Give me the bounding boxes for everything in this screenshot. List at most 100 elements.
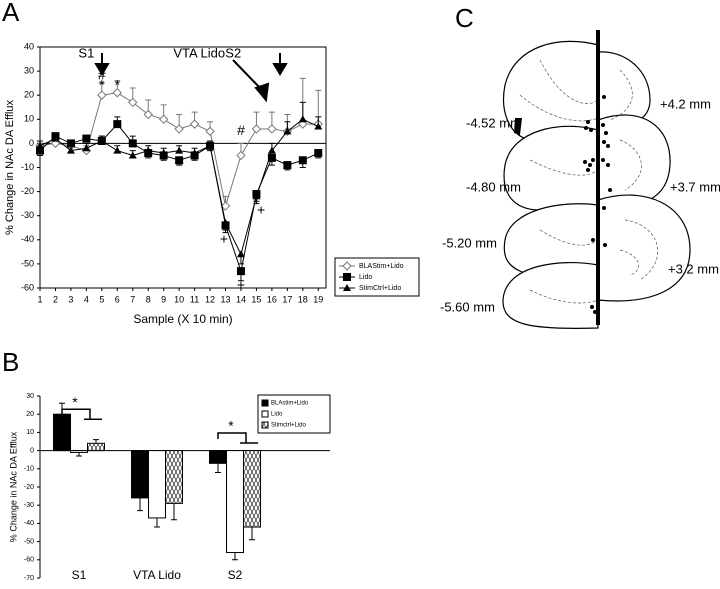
marker — [283, 127, 292, 135]
legend-label: StimCtrl+Lido — [359, 285, 401, 292]
marker — [128, 97, 138, 108]
y-tick-label: 10 — [26, 429, 34, 436]
bracket — [217, 432, 258, 444]
marker — [267, 124, 277, 134]
section-label: -5.60 mm — [440, 299, 495, 314]
marker — [343, 284, 351, 291]
marker — [205, 126, 215, 137]
marker — [128, 151, 137, 159]
y-tick-label: -20 — [24, 484, 34, 491]
marker — [251, 124, 262, 134]
marker — [314, 122, 323, 130]
section-label: +3.7 mm — [670, 179, 720, 194]
y-tick-label: -60 — [24, 557, 34, 564]
x-tick-label: 4 — [84, 294, 89, 304]
y-tick-label: 40 — [24, 41, 34, 51]
x-tick-label: 7 — [130, 294, 135, 304]
marker — [175, 146, 184, 154]
annotation: # — [98, 67, 106, 83]
x-tick-label: 13 — [221, 294, 231, 304]
legend-label: Stimctrl+Lido — [271, 423, 307, 429]
x-axis-label: Sample (X 10 min) — [133, 312, 232, 326]
x-tick-label: 15 — [251, 294, 261, 304]
y-tick-label: -30 — [21, 210, 34, 220]
marker — [82, 144, 91, 152]
marker — [190, 149, 199, 157]
error-bar — [154, 517, 160, 528]
annotation: * — [115, 76, 121, 92]
y-tick-label: -50 — [21, 258, 34, 268]
marker — [236, 267, 245, 276]
legend-label: Lido — [271, 412, 283, 418]
bar — [243, 450, 261, 528]
x-tick-label: 14 — [236, 294, 246, 304]
error-bar — [171, 503, 177, 521]
error-bar — [249, 527, 255, 541]
legend-label: BLAstim+Lido — [271, 401, 309, 407]
annotation: * — [99, 76, 105, 92]
legend-label: BLAStim+Lido — [359, 263, 404, 270]
annotation: S1 — [78, 46, 94, 61]
marker — [158, 114, 169, 125]
y-tick-label: 20 — [26, 411, 34, 418]
error-bar — [76, 452, 82, 457]
error-bar — [232, 552, 238, 561]
marker — [221, 218, 230, 226]
error-bar — [137, 497, 143, 512]
y-tick-label: 30 — [26, 393, 34, 400]
error-bar — [215, 463, 221, 473]
y-tick-label: 30 — [24, 65, 34, 75]
marker — [175, 156, 184, 165]
annotation: + — [237, 276, 245, 292]
error-bar — [93, 439, 99, 444]
legend-swatch — [261, 399, 269, 407]
annotation: VTA Lido — [173, 46, 225, 61]
bar — [87, 442, 105, 452]
marker — [343, 273, 351, 281]
marker — [112, 88, 123, 98]
marker — [36, 146, 44, 155]
marker — [267, 153, 276, 162]
marker — [206, 141, 215, 149]
marker — [66, 146, 75, 154]
bracket — [61, 408, 102, 421]
y-tick-label: -50 — [24, 538, 34, 545]
annotation: S2 — [225, 46, 241, 61]
marker — [36, 141, 44, 149]
section-label: -4.52 mm — [466, 115, 521, 130]
section-label: +4.2 mm — [660, 96, 711, 111]
x-tick-label: 8 — [146, 294, 151, 304]
x-tick-label: 6 — [115, 294, 120, 304]
y-axis-label: % Change in NAc DA Efflux — [4, 100, 16, 235]
marker — [236, 250, 245, 258]
section-label: -4.80 mm — [466, 179, 521, 194]
panel-label: A — [2, 0, 20, 27]
x-tick-label: 19 — [313, 294, 323, 304]
marker — [97, 90, 107, 100]
x-tick-label: 5 — [99, 294, 104, 304]
x-tick-label: 12 — [205, 294, 215, 304]
x-tick-label: 10 — [174, 294, 184, 304]
y-tick-label: -10 — [24, 466, 34, 473]
y-tick-label: -70 — [24, 575, 34, 582]
x-tick-label: 17 — [282, 294, 292, 304]
panel-label: C — [455, 3, 474, 33]
marker — [174, 124, 184, 134]
marker — [189, 119, 200, 129]
marker — [220, 201, 231, 211]
panel-label: B — [2, 347, 19, 377]
annotation: + — [220, 231, 228, 247]
arrows — [94, 53, 288, 103]
legend-label: Lido — [359, 274, 372, 281]
marker — [252, 192, 261, 200]
marker — [159, 149, 168, 157]
plot-frame — [39, 46, 327, 289]
marker — [144, 146, 153, 154]
annotation: # — [237, 122, 245, 138]
marker — [283, 161, 292, 170]
marker — [298, 156, 307, 165]
legend-swatch — [261, 421, 269, 429]
x-tick-label: 9 — [161, 294, 166, 304]
section-label: -5.20 mm — [442, 235, 497, 250]
marker — [298, 115, 307, 123]
